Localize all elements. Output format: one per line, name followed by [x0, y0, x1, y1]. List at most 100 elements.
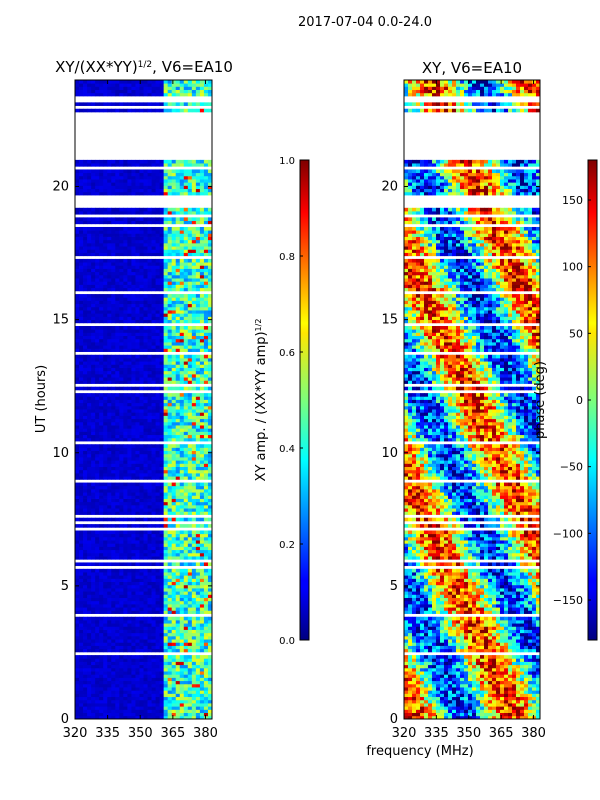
heatmap-cell: [107, 690, 112, 694]
heatmap-cell: [111, 677, 116, 682]
heatmap-cell: [195, 185, 201, 190]
heatmap-cell: [155, 674, 161, 678]
heatmap-cell: [155, 524, 161, 528]
heatmap-cell: [103, 364, 108, 368]
heatmap-cell: [203, 699, 209, 704]
heatmap-cell: [75, 584, 80, 589]
heatmap-cell: [159, 252, 165, 257]
heatmap-cell: [95, 639, 100, 643]
heatmap-cell: [99, 306, 104, 311]
heatmap-cell: [159, 345, 165, 349]
heatmap-cell: [175, 600, 181, 605]
heatmap-cell: [111, 591, 116, 595]
heatmap-cell: [191, 399, 197, 404]
heatmap-cell: [207, 703, 213, 707]
heatmap-cell: [179, 687, 185, 691]
heatmap-cell: [95, 703, 100, 707]
heatmap-cell: [151, 664, 156, 669]
heatmap-cell: [183, 712, 189, 717]
heatmap-cell: [95, 265, 100, 269]
heatmap-cell: [135, 332, 140, 336]
heatmap-cell: [195, 501, 201, 506]
heatmap-cell: [199, 696, 205, 701]
heatmap-cell: [123, 233, 128, 237]
heatmap-cell: [199, 661, 205, 666]
heatmap-cell: [159, 191, 165, 196]
heatmap-cell: [75, 220, 80, 225]
heatmap-cell: [107, 338, 112, 343]
heatmap-cell: [91, 476, 96, 480]
heatmap-cell: [95, 642, 100, 646]
heatmap-cell: [123, 677, 128, 682]
heatmap-cell: [187, 680, 193, 685]
heatmap-cell: [155, 226, 161, 231]
heatmap-cell: [195, 226, 201, 231]
heatmap-cell: [135, 703, 140, 707]
heatmap-cell: [95, 300, 100, 305]
heatmap-cell: [151, 556, 156, 560]
heatmap-cell: [127, 220, 132, 225]
heatmap-cell: [75, 546, 80, 551]
heatmap-cell: [135, 210, 140, 215]
heatmap-cell: [139, 425, 144, 429]
heatmap-cell: [75, 313, 80, 317]
heatmap-cell: [99, 511, 104, 515]
heatmap-cell: [79, 619, 84, 624]
heatmap-cell: [99, 335, 104, 340]
heatmap-cell: [167, 635, 173, 640]
heatmap-cell: [83, 409, 88, 413]
heatmap-cell: [123, 326, 128, 330]
heatmap-cell: [91, 294, 96, 298]
heatmap-cell: [91, 492, 96, 496]
heatmap-cell: [143, 677, 148, 682]
heatmap-cell: [163, 405, 169, 410]
heatmap-cell: [91, 402, 96, 407]
heatmap-cell: [207, 712, 213, 717]
heatmap-cell: [79, 524, 84, 528]
heatmap-cell: [155, 568, 161, 573]
heatmap-cell: [143, 258, 148, 263]
heatmap-cell: [183, 511, 189, 515]
heatmap-cell: [143, 425, 148, 429]
heatmap-cell: [107, 230, 112, 234]
heatmap-cell: [83, 242, 88, 247]
heatmap-cell: [179, 217, 185, 221]
heatmap-cell: [179, 543, 185, 547]
heatmap-cell: [123, 466, 128, 471]
heatmap-cell: [171, 492, 177, 496]
heatmap-cell: [167, 453, 173, 458]
heatmap-cell: [199, 562, 205, 567]
heatmap-cell: [191, 476, 197, 480]
heatmap-cell: [75, 619, 80, 624]
heatmap-cell: [111, 504, 116, 509]
heatmap-cell: [99, 482, 104, 487]
heatmap-cell: [143, 453, 148, 458]
heatmap-cell: [175, 671, 181, 675]
heatmap-cell: [167, 472, 173, 477]
heatmap-cell: [99, 367, 104, 372]
heatmap-cell: [191, 444, 197, 448]
heatmap-cell: [187, 607, 193, 611]
heatmap-cell: [95, 188, 100, 193]
heatmap-cell: [127, 696, 132, 701]
heatmap-cell: [203, 399, 209, 404]
heatmap-cell: [207, 434, 213, 439]
heatmap-cell: [87, 386, 92, 391]
heatmap-cell: [99, 463, 104, 467]
heatmap-cell: [187, 437, 193, 442]
heatmap-cell: [191, 284, 197, 289]
heatmap-cell: [207, 607, 213, 611]
heatmap-cell: [135, 511, 140, 515]
heatmap-cell: [79, 185, 84, 190]
heatmap-cell: [183, 591, 189, 595]
heatmap-cell: [135, 495, 140, 499]
heatmap-cell: [115, 252, 120, 257]
heatmap-cell: [183, 364, 189, 368]
heatmap-cell: [87, 409, 92, 413]
heatmap-cell: [151, 712, 156, 717]
heatmap-cell: [111, 393, 116, 397]
heatmap-cell: [79, 354, 84, 359]
heatmap-cell: [199, 399, 205, 404]
heatmap-cell: [191, 549, 197, 554]
heatmap-cell: [131, 348, 136, 352]
